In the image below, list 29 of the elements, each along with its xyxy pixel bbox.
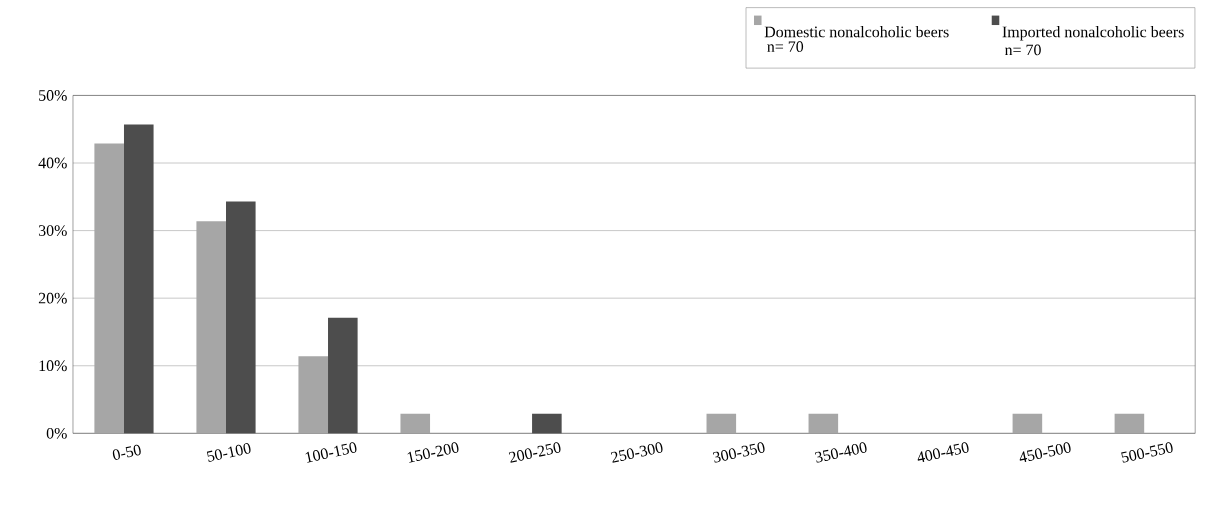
bar	[808, 413, 839, 434]
bar	[400, 413, 431, 434]
y-tick-label: 0%	[46, 427, 67, 439]
x-tick-label: 50-100	[206, 443, 251, 462]
x-tick-label: 200-250	[508, 442, 561, 463]
bar	[1012, 413, 1043, 434]
x-tick-label: 250-300	[610, 442, 663, 463]
legend-label: Imported nonalcoholic beers	[1002, 26, 1184, 41]
x-tick-label: 150-200	[407, 442, 459, 463]
bar	[298, 356, 329, 434]
y-tick-label: 10%	[39, 360, 67, 372]
x-tick-label: 350-400	[815, 442, 867, 463]
x-tick-label: 100-150	[305, 442, 357, 463]
y-tick-label: 40%	[38, 157, 67, 169]
bar	[1114, 413, 1145, 434]
x-tick-label: 300-350	[712, 442, 765, 463]
y-tick-label: 50%	[39, 90, 67, 101]
bar	[196, 221, 226, 434]
bar	[706, 413, 737, 434]
x-tick-label: 400-450	[917, 442, 969, 462]
y-tick-label: 20%	[38, 292, 67, 304]
text: n= 70	[1004, 44, 1041, 56]
x-tick-label: 500-550	[1121, 442, 1173, 463]
y-tick-label: 30%	[38, 225, 67, 236]
legend-label: Domestic nonalcoholic beers	[764, 26, 949, 38]
x-tick-label: 450-500	[1019, 442, 1071, 462]
bar	[94, 143, 124, 434]
x-tick-label: 0-50	[112, 444, 141, 460]
text: n= 70	[767, 41, 804, 53]
